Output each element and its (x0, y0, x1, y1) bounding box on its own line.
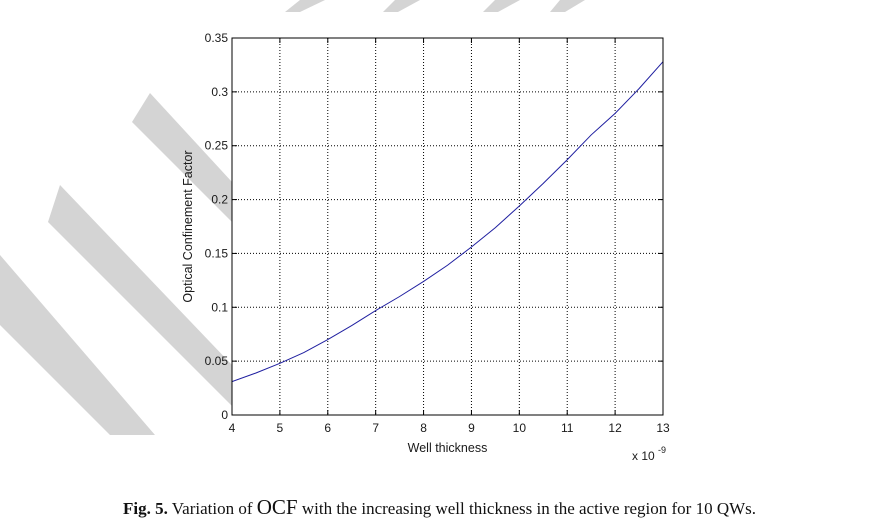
axis-ticks (231, 37, 664, 416)
y-tick-label: 0.15 (205, 246, 229, 260)
x-axis-multiplier-exponent: -9 (658, 445, 666, 455)
y-tick-label: 0.3 (211, 85, 228, 99)
y-tick-label: 0.2 (211, 193, 228, 207)
plot-frame (231, 37, 664, 416)
y-tick-label: 0.25 (205, 139, 229, 153)
watermark-stripe-middle (48, 185, 232, 406)
y-tick-label: 0.35 (205, 31, 229, 45)
x-tick-label: 8 (420, 421, 427, 435)
figure-caption: Fig. 5. Variation of OCF with the increa… (0, 495, 879, 520)
x-tick-label: 7 (372, 421, 379, 435)
series-line (231, 61, 664, 383)
y-tick-label: 0.05 (205, 354, 229, 368)
y-tick-label: 0 (221, 408, 228, 422)
x-axis-label: Well thickness (408, 441, 488, 455)
x-tick-label: 9 (468, 421, 475, 435)
y-tick-label: 0.1 (211, 300, 228, 314)
x-tick-label: 12 (608, 421, 622, 435)
x-tick-label: 6 (324, 421, 331, 435)
plot-area (232, 38, 663, 415)
caption-text-before: Variation of (167, 499, 257, 518)
watermark-stripe-top-4 (550, 0, 585, 12)
tick-labels: 4 5 6 7 8 9 10 11 12 13 0 0.05 0.1 0.15 0.2 0.25 0.3 0.35 (205, 31, 670, 435)
x-axis-multiplier: x 10 -9 (632, 445, 666, 463)
watermark-stripe-top-1 (285, 0, 325, 12)
x-axis-multiplier-base: x 10 (632, 449, 655, 463)
x-tick-label: 10 (513, 421, 527, 435)
caption-figure-label: Fig. 5. (122, 499, 168, 518)
series-layer (231, 61, 664, 383)
y-axis-label: Optical Confinement Factor (181, 150, 195, 302)
watermark-stripe-left (0, 255, 155, 435)
watermark-stripe-upper (132, 93, 232, 222)
watermark-stripe-top-2 (383, 0, 420, 12)
x-tick-label: 11 (561, 421, 574, 435)
x-tick-label: 5 (277, 421, 284, 435)
watermark-stripe-top-3 (483, 0, 520, 12)
caption-ocf-term: OCF (256, 495, 298, 519)
watermark-stripes (0, 0, 585, 435)
caption-text-after: with the increasing well thickness in th… (297, 499, 757, 518)
x-tick-label: 13 (656, 421, 670, 435)
x-tick-label: 4 (229, 421, 236, 435)
